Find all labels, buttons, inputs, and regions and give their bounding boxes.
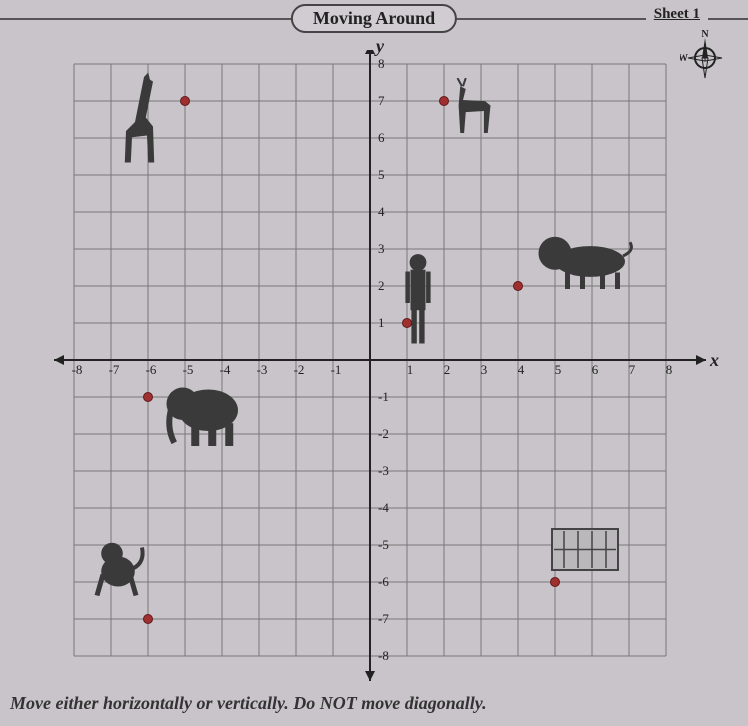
svg-text:-5: -5	[378, 537, 389, 552]
svg-text:8: 8	[378, 56, 385, 71]
svg-text:3: 3	[378, 241, 385, 256]
svg-text:1: 1	[378, 315, 385, 330]
svg-text:-1: -1	[378, 389, 389, 404]
y-axis-label: y	[376, 36, 384, 57]
svg-text:6: 6	[378, 130, 385, 145]
svg-text:-5: -5	[183, 362, 194, 377]
svg-text:-6: -6	[146, 362, 157, 377]
sheet-label: Sheet 1	[646, 6, 708, 23]
svg-text:3: 3	[481, 362, 488, 377]
svg-text:8: 8	[666, 362, 673, 377]
grid-svg: -8 -8 -7 -7 -6 -6 -5 -5 -4 -4 -3 -3 -2 -2 -1 -1 1 1 2 2 3 3 4 4…	[50, 50, 730, 690]
instruction-text: Move either horizontally or vertically. …	[10, 693, 487, 714]
svg-text:2: 2	[444, 362, 451, 377]
svg-text:-2: -2	[294, 362, 305, 377]
svg-text:6: 6	[592, 362, 599, 377]
svg-text:4: 4	[518, 362, 525, 377]
svg-text:-6: -6	[378, 574, 389, 589]
svg-text:-4: -4	[378, 500, 389, 515]
svg-text:-3: -3	[378, 463, 389, 478]
x-axis-label: x	[710, 350, 719, 371]
svg-text:-8: -8	[72, 362, 83, 377]
svg-text:1: 1	[407, 362, 414, 377]
svg-text:5: 5	[378, 167, 385, 182]
svg-text:2: 2	[378, 278, 385, 293]
svg-text:-7: -7	[109, 362, 120, 377]
svg-text:4: 4	[378, 204, 385, 219]
svg-text:-7: -7	[378, 611, 389, 626]
svg-text:-4: -4	[220, 362, 231, 377]
svg-text:N: N	[701, 30, 709, 40]
coordinate-grid: -8 -8 -7 -7 -6 -6 -5 -5 -4 -4 -3 -3 -2 -2 -1 -1 1 1 2 2 3 3 4 4…	[50, 50, 690, 670]
svg-text:5: 5	[555, 362, 562, 377]
page-title: Moving Around	[291, 4, 457, 33]
svg-text:7: 7	[378, 93, 385, 108]
svg-text:-2: -2	[378, 426, 389, 441]
worksheet-header: Moving Around Sheet 1	[0, 0, 748, 36]
svg-text:-3: -3	[257, 362, 268, 377]
svg-text:-1: -1	[331, 362, 342, 377]
svg-text:-8: -8	[378, 648, 389, 663]
svg-text:7: 7	[629, 362, 636, 377]
